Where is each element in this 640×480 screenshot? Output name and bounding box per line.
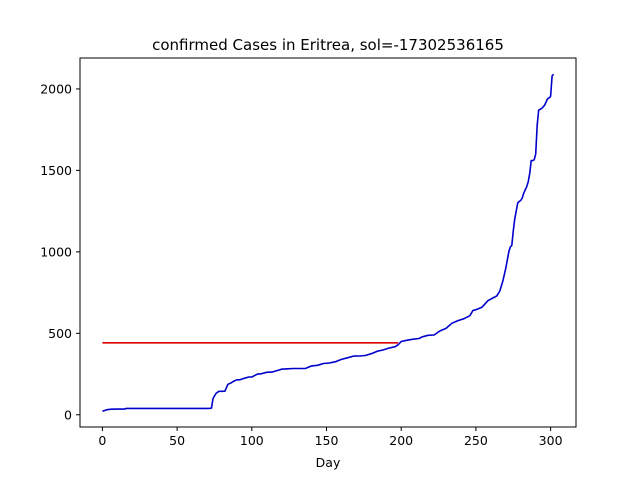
plot-frame <box>79 57 577 428</box>
y-tick-label: 500 <box>48 326 72 341</box>
x-tick-label: 200 <box>389 433 413 448</box>
y-axis: 0 500 1000 1500 2000 <box>40 81 80 422</box>
x-tick-label: 250 <box>464 433 488 448</box>
chart-title: confirmed Cases in Eritrea, sol=-1730253… <box>152 36 504 54</box>
series-line-0 <box>102 73 555 412</box>
x-tick-label: 50 <box>169 433 185 448</box>
y-tick-label: 1500 <box>40 163 72 178</box>
x-tick-label: 0 <box>98 433 106 448</box>
series-layer <box>102 73 555 412</box>
y-tick-label: 1000 <box>40 244 72 259</box>
x-tick-label: 300 <box>539 433 563 448</box>
y-tick-label: 0 <box>64 407 72 422</box>
y-tick-label: 2000 <box>40 81 72 96</box>
x-tick-label: 150 <box>315 433 339 448</box>
x-tick-label: 100 <box>240 433 264 448</box>
x-axis-label: Day <box>316 455 341 470</box>
x-axis: 0 50 100 150 200 250 300 <box>98 427 563 448</box>
